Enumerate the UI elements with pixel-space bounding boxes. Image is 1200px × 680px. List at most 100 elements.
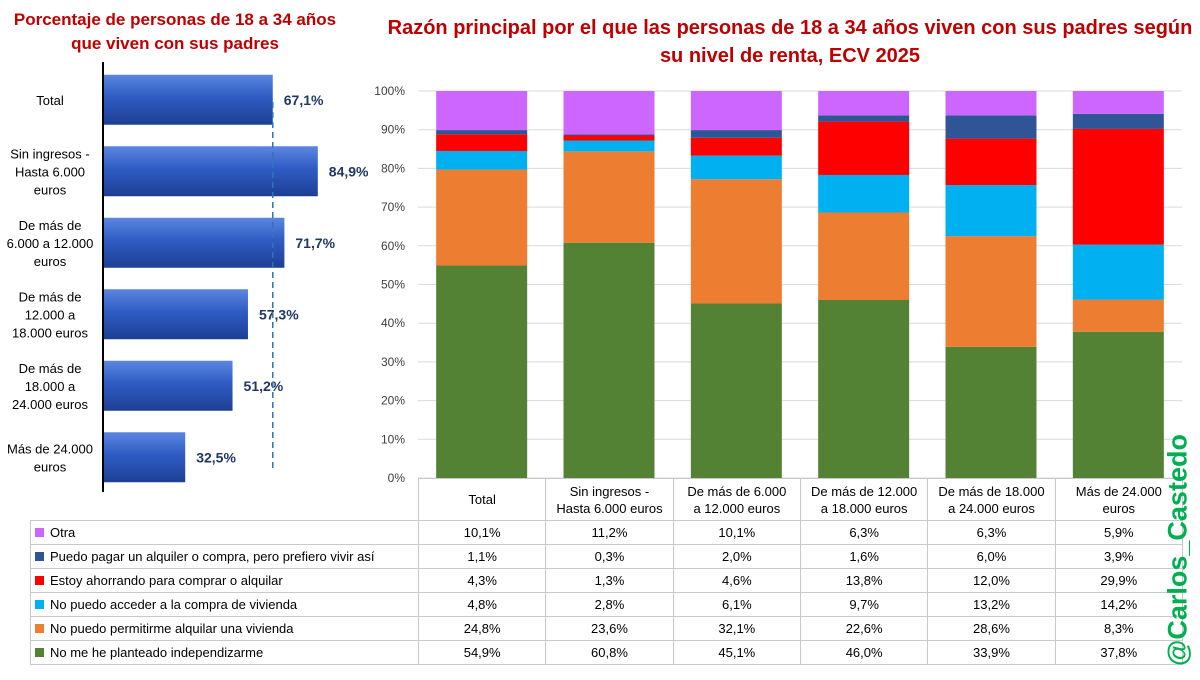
legend-swatch	[35, 552, 44, 561]
table-cell: 14,2%	[1054, 592, 1183, 617]
y-tick-label-1: 10%	[381, 432, 405, 446]
legend-entry: No me he planteado independizarme	[30, 640, 419, 665]
table-cell: 10,1%	[417, 520, 547, 545]
stack-segment-3-4	[945, 138, 1037, 186]
legend-entry: No puedo acceder a la compra de vivienda	[30, 592, 419, 617]
legend-swatch	[35, 648, 44, 657]
y-tick-label-9: 90%	[381, 123, 405, 137]
table-row: Otra 10,1% 11,2% 10,1% 6,3% 6,3% 5,9%	[30, 520, 1183, 545]
stack-segment-4-4	[945, 115, 1037, 139]
column-header-line-1-0: Sin ingresos -	[569, 483, 650, 499]
table-cell: 12,0%	[927, 568, 1056, 593]
legend-label: No puedo permitirme alquilar una viviend…	[50, 621, 294, 636]
column-header-line-1-1: Hasta 6.000 euros	[556, 500, 663, 516]
stack-segment-0-5	[1072, 331, 1164, 478]
legend-entry: Otra	[30, 520, 419, 545]
stack-segment-5-3	[818, 91, 910, 116]
left-value-label-0: 67,1%	[284, 92, 324, 108]
table-cell: 24,8%	[417, 616, 547, 641]
stack-segment-0-3	[818, 299, 910, 478]
legend-swatch	[35, 576, 44, 585]
left-category-label-2-2: euros	[34, 254, 67, 269]
y-tick-label-7: 70%	[381, 200, 405, 214]
column-header-line-3-0: De más de 12.000	[811, 483, 918, 499]
left-value-label-5: 32,5%	[196, 449, 236, 465]
table-cell: 2,0%	[672, 544, 801, 569]
left-value-label-3: 57,3%	[259, 306, 299, 322]
left-category-label-1-1: Hasta 6.000	[15, 164, 85, 179]
legend-entry: Estoy ahorrando para comprar o alquilar	[30, 568, 419, 593]
stack-segment-1-1	[563, 151, 655, 243]
stack-segment-1-5	[1072, 299, 1164, 332]
table-cell: 28,6%	[927, 616, 1056, 641]
table-cell: 22,6%	[799, 616, 929, 641]
y-tick-label-10: 100%	[374, 84, 405, 98]
table-cell: 4,6%	[672, 568, 801, 593]
column-header-line-2-1: a 12.000 euros	[693, 500, 781, 516]
table-column-header-0: Total	[417, 478, 547, 521]
y-tick-label-2: 20%	[381, 394, 405, 408]
stack-segment-3-0	[436, 134, 528, 151]
left-bar-5	[103, 432, 186, 483]
table-column-header-2: De más de 6.000 a 12.000 euros	[672, 478, 801, 521]
left-category-label-1-0: Sin ingresos -	[10, 146, 89, 161]
left-category-label-3-2: 18.000 euros	[12, 325, 88, 340]
legend-swatch	[35, 624, 44, 633]
table-cell: 6,1%	[672, 592, 801, 617]
stack-segment-2-1	[563, 140, 655, 152]
stack-segment-1-2	[690, 179, 782, 304]
legend-label: Estoy ahorrando para comprar o alquilar	[50, 573, 283, 588]
author-watermark: @Carlos_Castedo	[1158, 420, 1198, 680]
left-category-label-3-0: De más de	[19, 289, 82, 304]
table-cell: 4,8%	[417, 592, 547, 617]
column-header-line-2-0: De más de 6.000	[687, 483, 787, 499]
left-category-label-2-0: De más de	[19, 218, 82, 233]
table-row: No puedo acceder a la compra de vivienda…	[30, 592, 1183, 617]
left-chart-title: Porcentaje de personas de 18 a 34 años q…	[13, 10, 337, 53]
table-cell: 1,1%	[417, 544, 547, 569]
table-cell: 13,8%	[799, 568, 929, 593]
legend-label: No puedo acceder a la compra de vivienda	[50, 597, 298, 612]
stack-segment-0-1	[563, 242, 655, 478]
table-cell: 6,0%	[927, 544, 1056, 569]
legend-label: Puedo pagar un alquiler o compra, pero p…	[50, 549, 375, 564]
legend-entry: Puedo pagar un alquiler o compra, pero p…	[30, 544, 419, 569]
stack-segment-5-5	[1072, 91, 1164, 114]
column-header-line-0-0: Total	[468, 492, 496, 507]
stack-segment-0-0	[436, 265, 528, 478]
table-cell: 46,0%	[799, 640, 929, 665]
stack-segment-4-2	[690, 130, 782, 138]
stack-segment-0-2	[690, 303, 782, 478]
table-row: No puedo permitirme alquilar una viviend…	[30, 616, 1183, 641]
stack-segment-3-3	[818, 121, 910, 175]
right-stacked-chart: 0% 10% 20% 30% 40% 50% 60% 70% 80% 90% 100%	[374, 84, 1182, 485]
left-bar-1	[103, 146, 318, 197]
stack-segment-5-4	[945, 91, 1037, 116]
y-tick-label-3: 30%	[381, 355, 405, 369]
y-tick-label-5: 50%	[381, 278, 405, 292]
table-cell: 6,3%	[799, 520, 929, 545]
stack-segment-4-1	[563, 134, 655, 136]
table-cell: 54,9%	[417, 640, 547, 665]
stack-segment-0-4	[945, 346, 1037, 478]
table-cell: 13,2%	[927, 592, 1056, 617]
left-bar-2	[103, 217, 285, 268]
table-cell: 10,1%	[672, 520, 801, 545]
watermark-text: @Carlos_Castedo	[1162, 434, 1193, 666]
left-category-label-4-0: De más de	[19, 361, 82, 376]
left-value-label-1: 84,9%	[329, 163, 369, 179]
table-cell: 1,3%	[545, 568, 674, 593]
stack-segment-2-0	[436, 150, 528, 170]
left-value-label-4: 51,2%	[244, 378, 284, 394]
table-column-header-3: De más de 12.000 a 18.000 euros	[799, 478, 929, 521]
left-bar-chart: 67,1% Total 84,9% Sin ingresos - Hasta 6.000…	[7, 62, 369, 492]
table-row: Estoy ahorrando para comprar o alquilar 4…	[30, 568, 1183, 593]
table-row: No me he planteado independizarme 54,9% 60…	[30, 640, 1183, 665]
stack-segment-1-4	[945, 236, 1037, 347]
table-cell: 6,3%	[927, 520, 1056, 545]
left-category-label-1-2: euros	[34, 182, 67, 197]
stack-segment-5-0	[436, 91, 528, 131]
left-bar-0	[103, 74, 273, 125]
left-category-label-5-0: Más de 24.000	[7, 441, 93, 456]
left-bar-3	[103, 289, 248, 340]
